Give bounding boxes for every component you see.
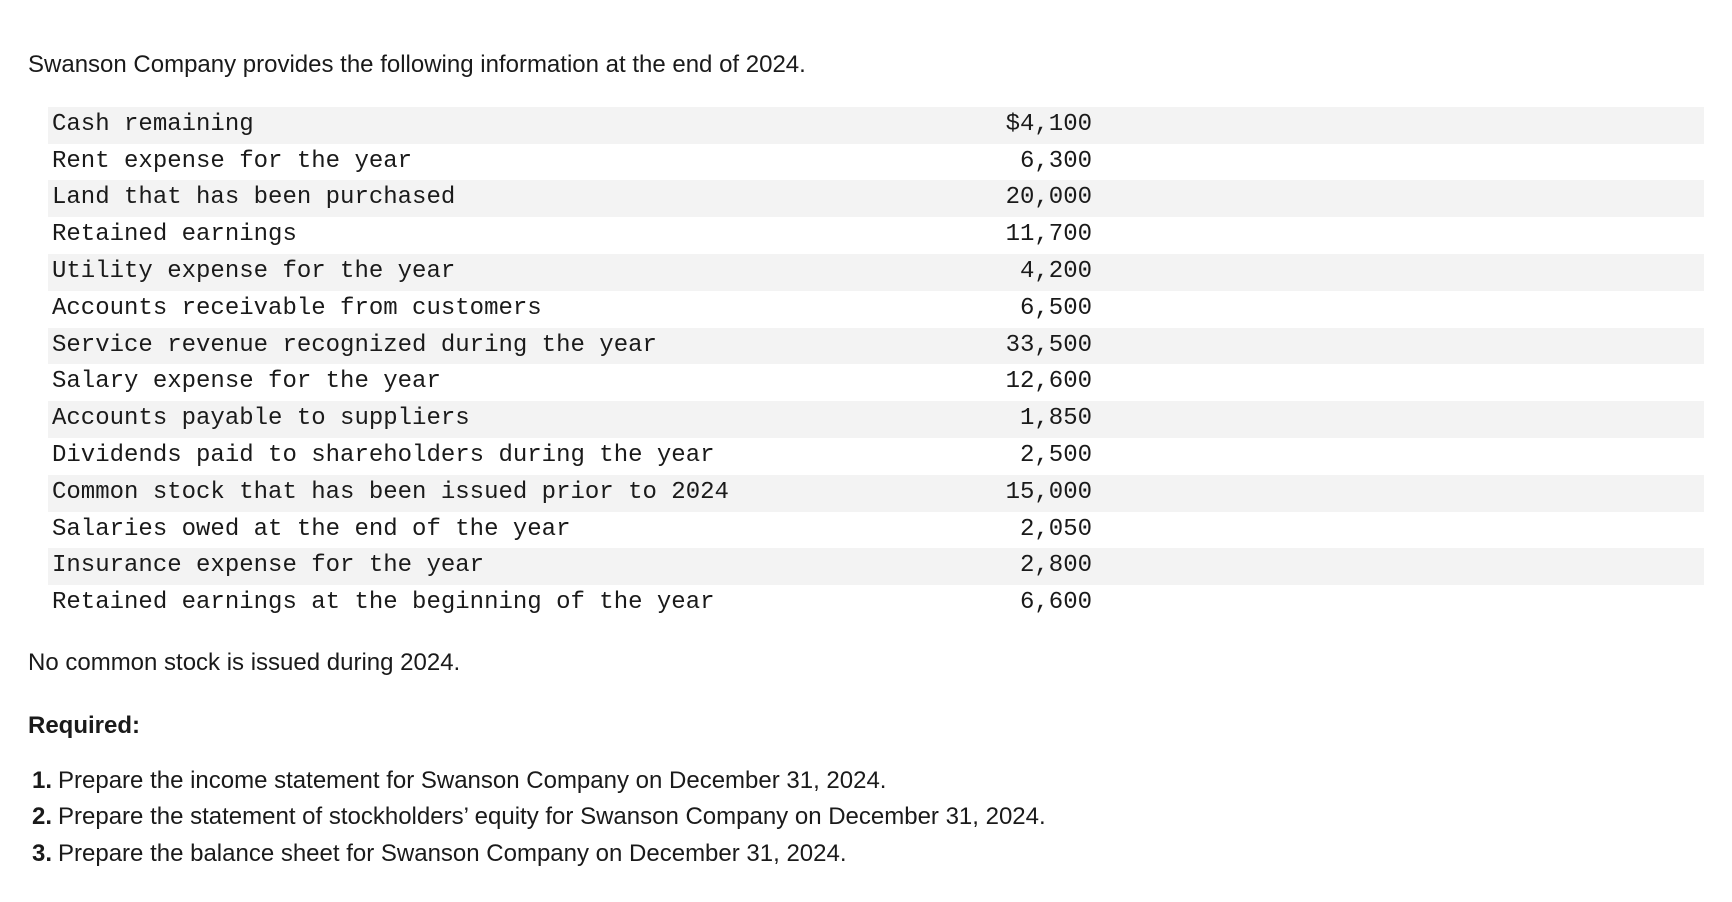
table-row: Insurance expense for the year2,800 (48, 548, 1704, 585)
table-row: Utility expense for the year4,200 (48, 254, 1704, 291)
row-label: Accounts payable to suppliers (48, 401, 832, 438)
row-label: Utility expense for the year (48, 254, 832, 291)
requirement-number: 2. (32, 800, 52, 835)
row-label: Common stock that has been issued prior … (48, 475, 832, 512)
row-label: Insurance expense for the year (48, 548, 832, 585)
row-label: Service revenue recognized during the ye… (48, 328, 832, 365)
row-label: Salaries owed at the end of the year (48, 512, 832, 549)
table-row: Common stock that has been issued prior … (48, 475, 1704, 512)
row-label: Dividends paid to shareholders during th… (48, 438, 832, 475)
table-row: Salary expense for the year12,600 (48, 364, 1704, 401)
row-value: $4,100 (832, 107, 1100, 144)
problem-document: Swanson Company provides the following i… (0, 0, 1732, 902)
table-row: Rent expense for the year6,300 (48, 144, 1704, 181)
row-value: 20,000 (832, 180, 1100, 217)
table-row: Accounts payable to suppliers1,850 (48, 401, 1704, 438)
row-value: 33,500 (832, 328, 1100, 365)
table-row: Cash remaining$4,100 (48, 107, 1704, 144)
requirements-list: 1.Prepare the income statement for Swans… (28, 764, 1704, 872)
row-label: Cash remaining (48, 107, 832, 144)
requirement-text: Prepare the income statement for Swanson… (58, 764, 886, 799)
table-row: Land that has been purchased20,000 (48, 180, 1704, 217)
list-item: 1.Prepare the income statement for Swans… (32, 764, 1704, 799)
row-label: Salary expense for the year (48, 364, 832, 401)
row-value: 6,600 (832, 585, 1100, 622)
note-paragraph: No common stock is issued during 2024. (28, 646, 1704, 681)
row-label: Retained earnings at the beginning of th… (48, 585, 832, 622)
financial-data-table: Cash remaining$4,100Rent expense for the… (48, 107, 1704, 622)
table-row: Service revenue recognized during the ye… (48, 328, 1704, 365)
required-heading: Required: (28, 709, 1704, 744)
row-label: Land that has been purchased (48, 180, 832, 217)
requirement-text: Prepare the balance sheet for Swanson Co… (58, 837, 846, 872)
row-label: Rent expense for the year (48, 144, 832, 181)
intro-paragraph: Swanson Company provides the following i… (28, 48, 1704, 83)
row-value: 2,500 (832, 438, 1100, 475)
table-row: Retained earnings at the beginning of th… (48, 585, 1704, 622)
row-label: Accounts receivable from customers (48, 291, 832, 328)
table-row: Dividends paid to shareholders during th… (48, 438, 1704, 475)
table-row: Salaries owed at the end of the year2,05… (48, 512, 1704, 549)
row-value: 2,050 (832, 512, 1100, 549)
row-value: 6,500 (832, 291, 1100, 328)
row-value: 12,600 (832, 364, 1100, 401)
requirement-number: 1. (32, 764, 52, 799)
row-value: 15,000 (832, 475, 1100, 512)
requirement-text: Prepare the statement of stockholders’ e… (58, 800, 1046, 835)
row-value: 11,700 (832, 217, 1100, 254)
row-value: 2,800 (832, 548, 1100, 585)
table-row: Accounts receivable from customers6,500 (48, 291, 1704, 328)
row-value: 6,300 (832, 144, 1100, 181)
requirement-number: 3. (32, 837, 52, 872)
table-row: Retained earnings11,700 (48, 217, 1704, 254)
list-item: 3.Prepare the balance sheet for Swanson … (32, 837, 1704, 872)
row-value: 4,200 (832, 254, 1100, 291)
row-label: Retained earnings (48, 217, 832, 254)
row-value: 1,850 (832, 401, 1100, 438)
list-item: 2.Prepare the statement of stockholders’… (32, 800, 1704, 835)
